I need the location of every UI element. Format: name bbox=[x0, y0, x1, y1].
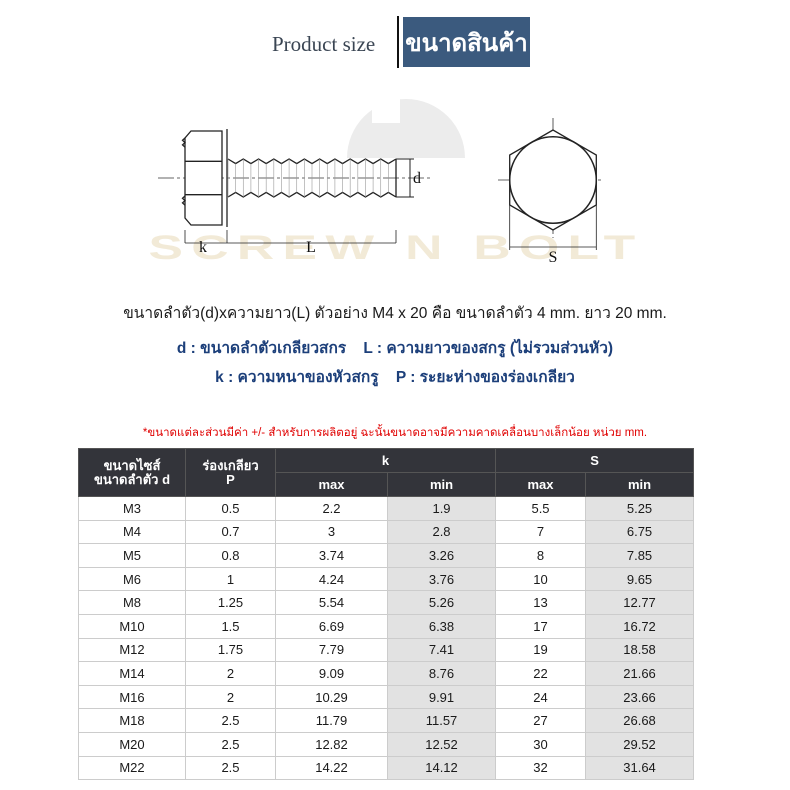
svg-text:S: S bbox=[549, 249, 558, 266]
